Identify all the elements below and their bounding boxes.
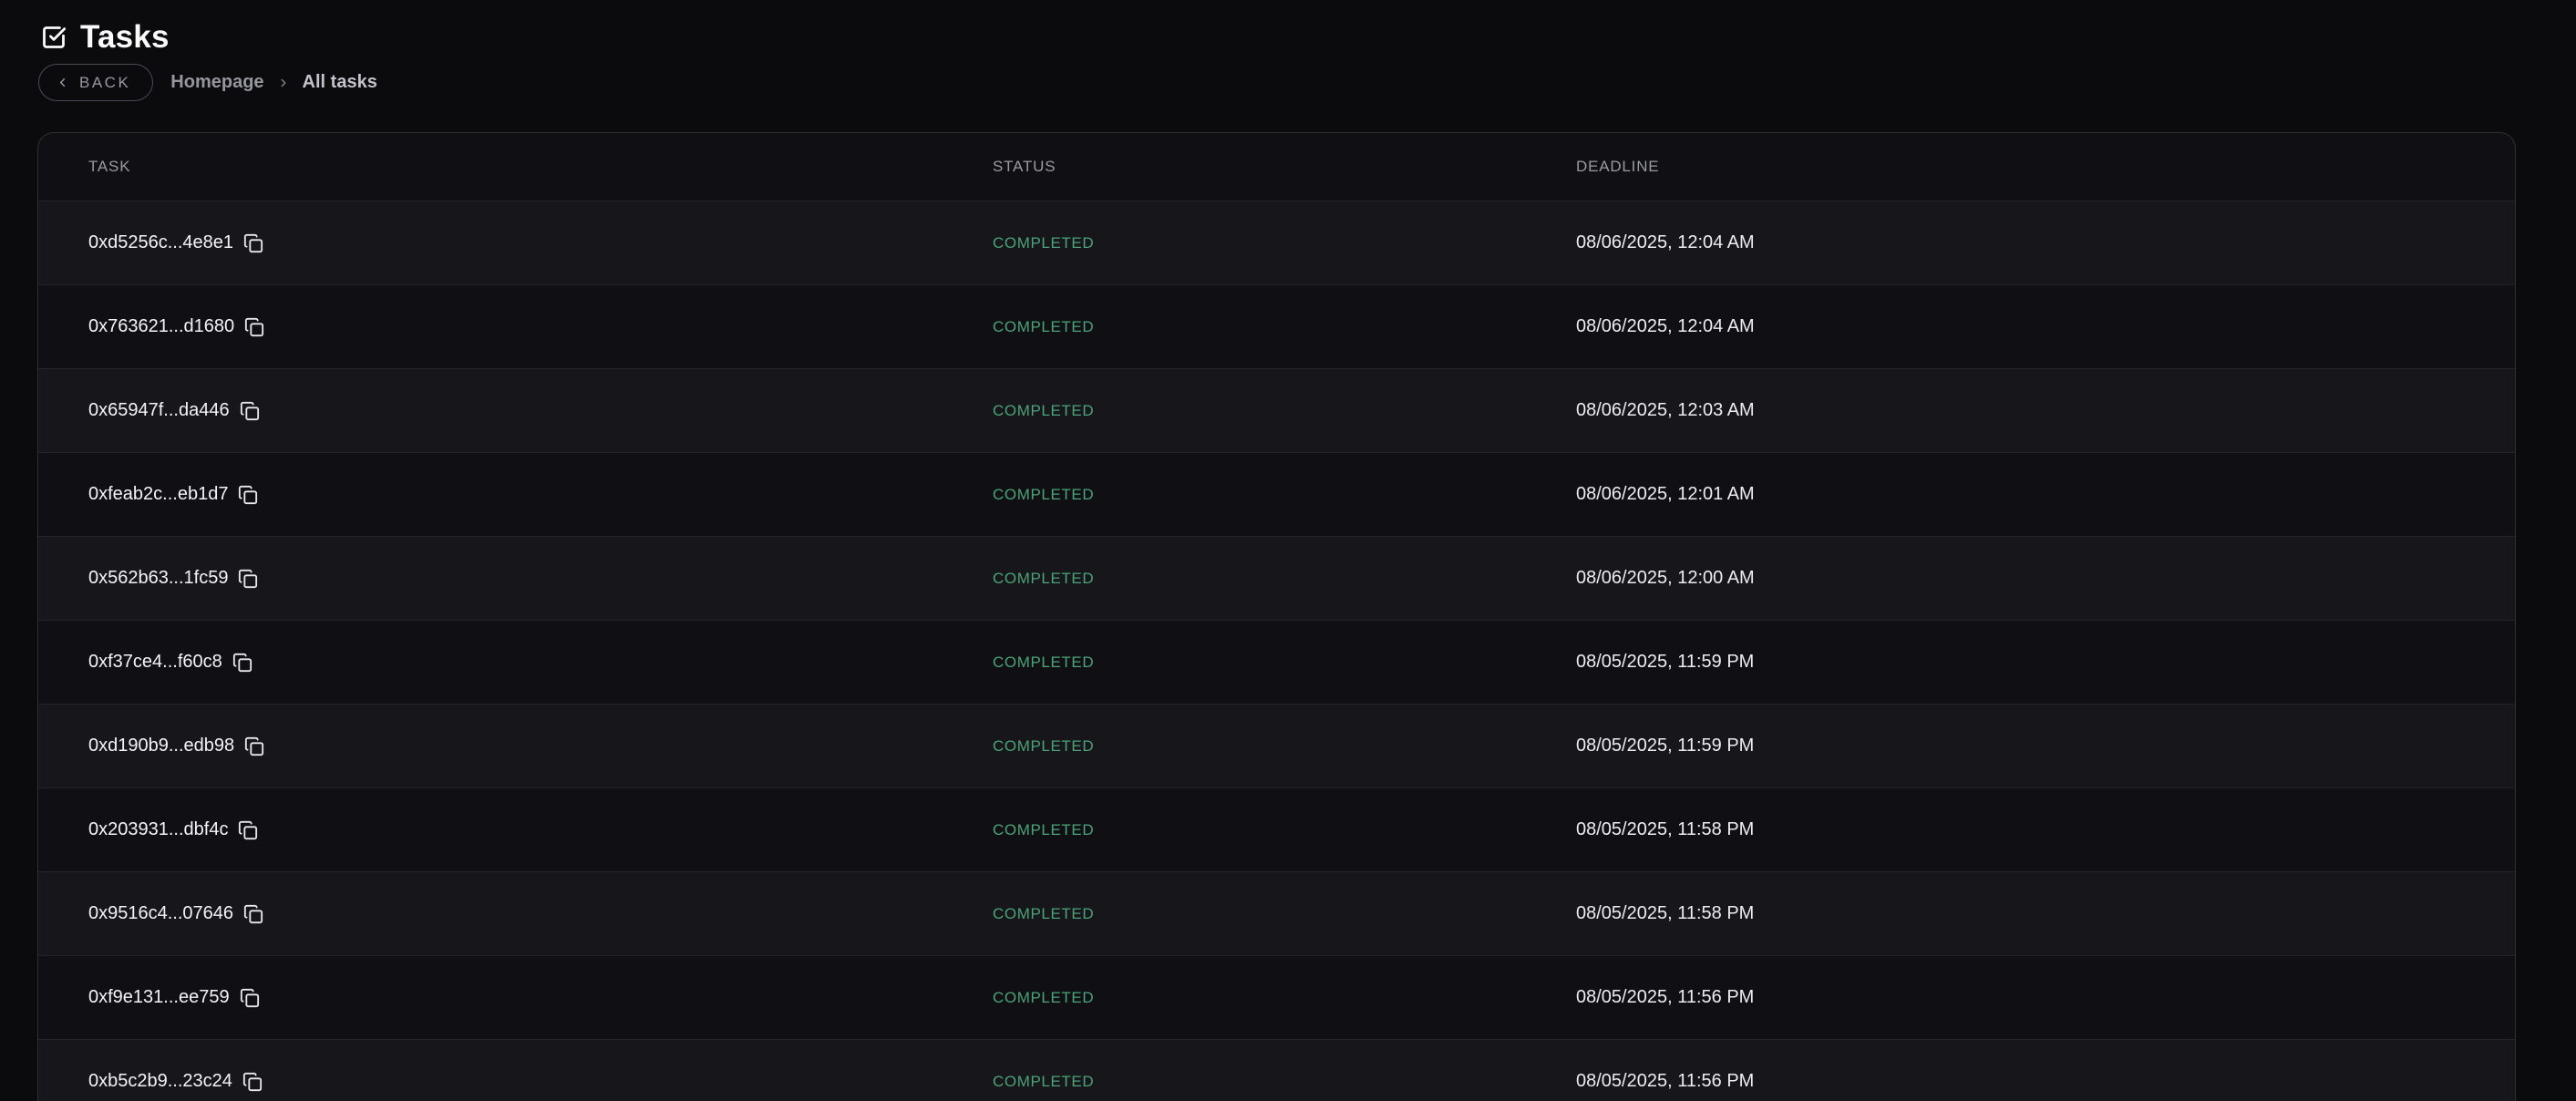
page-header: Tasks	[41, 19, 170, 56]
copy-button[interactable]	[238, 485, 258, 505]
copy-icon	[244, 736, 264, 756]
deadline-text: 08/05/2025, 11:59 PM	[1576, 652, 1755, 672]
table-header: TASK STATUS DEADLINE	[38, 133, 2515, 201]
deadline-text: 08/06/2025, 12:03 AM	[1576, 400, 1755, 420]
chevron-right-icon	[277, 77, 290, 89]
copy-icon	[243, 904, 263, 924]
task-id: 0xfeab2c...eb1d7	[88, 484, 229, 504]
task-id: 0xf9e131...ee759	[88, 987, 230, 1007]
task-id: 0x763621...d1680	[88, 316, 235, 336]
task-id: 0xf37ce4...f60c8	[88, 652, 222, 672]
copy-button[interactable]	[243, 904, 263, 924]
square-check-icon	[41, 25, 67, 50]
copy-button[interactable]	[238, 820, 258, 840]
breadcrumb-homepage[interactable]: Homepage	[170, 72, 264, 92]
navigation-bar: BACK Homepage All tasks	[38, 64, 377, 101]
copy-button[interactable]	[242, 1072, 263, 1092]
table-body: 0xd5256c...4e8e1 COMPLETED 08/06/2025, 1…	[38, 201, 2515, 1101]
table-row[interactable]: 0xd5256c...4e8e1 COMPLETED 08/06/2025, 1…	[38, 201, 2515, 284]
tasks-table-card: TASK STATUS DEADLINE 0xd5256c...4e8e1 CO…	[37, 132, 2516, 1101]
copy-icon	[232, 653, 252, 673]
status-badge: COMPLETED	[993, 820, 1095, 839]
breadcrumb-all-tasks: All tasks	[302, 72, 377, 92]
table-row[interactable]: 0xf37ce4...f60c8 COMPLETED 08/05/2025, 1…	[38, 620, 2515, 704]
deadline-text: 08/06/2025, 12:04 AM	[1576, 232, 1755, 252]
task-id: 0xb5c2b9...23c24	[88, 1071, 232, 1091]
table-row[interactable]: 0xfeab2c...eb1d7 COMPLETED 08/06/2025, 1…	[38, 452, 2515, 536]
deadline-text: 08/06/2025, 12:00 AM	[1576, 568, 1755, 588]
deadline-text: 08/05/2025, 11:58 PM	[1576, 903, 1755, 923]
column-header-deadline: DEADLINE	[1576, 158, 1660, 175]
status-badge: COMPLETED	[993, 736, 1095, 755]
copy-button[interactable]	[232, 653, 252, 673]
copy-button[interactable]	[244, 736, 264, 756]
copy-icon	[240, 988, 260, 1008]
copy-icon	[242, 1072, 263, 1092]
deadline-text: 08/05/2025, 11:56 PM	[1576, 1071, 1755, 1091]
status-badge: COMPLETED	[993, 485, 1095, 503]
table-row[interactable]: 0x203931...dbf4c COMPLETED 08/05/2025, 1…	[38, 787, 2515, 871]
status-badge: COMPLETED	[993, 317, 1095, 335]
copy-icon	[238, 820, 258, 840]
copy-button[interactable]	[244, 317, 264, 337]
status-badge: COMPLETED	[993, 904, 1095, 922]
status-badge: COMPLETED	[993, 233, 1095, 252]
status-badge: COMPLETED	[993, 1072, 1095, 1090]
deadline-text: 08/06/2025, 12:01 AM	[1576, 484, 1755, 504]
deadline-text: 08/05/2025, 11:59 PM	[1576, 736, 1755, 756]
copy-button[interactable]	[240, 988, 260, 1008]
copy-button[interactable]	[238, 569, 258, 589]
page-title: Tasks	[80, 19, 170, 55]
task-id: 0x203931...dbf4c	[88, 819, 229, 839]
copy-icon	[238, 569, 258, 589]
status-badge: COMPLETED	[993, 653, 1095, 671]
copy-icon	[243, 233, 263, 253]
copy-icon	[238, 485, 258, 505]
copy-button[interactable]	[240, 401, 260, 421]
column-header-task: TASK	[88, 158, 131, 175]
copy-icon	[240, 401, 260, 421]
back-button[interactable]: BACK	[38, 64, 154, 101]
table-row[interactable]: 0x763621...d1680 COMPLETED 08/06/2025, 1…	[38, 284, 2515, 368]
status-badge: COMPLETED	[993, 569, 1095, 587]
breadcrumb: Homepage All tasks	[170, 72, 377, 93]
table-row[interactable]: 0xd190b9...edb98 COMPLETED 08/05/2025, 1…	[38, 704, 2515, 787]
table-row[interactable]: 0xf9e131...ee759 COMPLETED 08/05/2025, 1…	[38, 955, 2515, 1039]
task-id: 0xd5256c...4e8e1	[88, 232, 234, 252]
back-button-label: BACK	[79, 73, 131, 91]
table-row[interactable]: 0x562b63...1fc59 COMPLETED 08/06/2025, 1…	[38, 536, 2515, 620]
table-row[interactable]: 0x9516c4...07646 COMPLETED 08/05/2025, 1…	[38, 871, 2515, 955]
deadline-text: 08/06/2025, 12:04 AM	[1576, 316, 1755, 336]
deadline-text: 08/05/2025, 11:58 PM	[1576, 819, 1755, 839]
task-id: 0x65947f...da446	[88, 400, 230, 420]
task-id: 0xd190b9...edb98	[88, 736, 235, 756]
deadline-text: 08/05/2025, 11:56 PM	[1576, 987, 1755, 1007]
copy-icon	[244, 317, 264, 337]
status-badge: COMPLETED	[993, 401, 1095, 419]
task-id: 0x562b63...1fc59	[88, 568, 229, 588]
copy-button[interactable]	[243, 233, 263, 253]
task-id: 0x9516c4...07646	[88, 903, 234, 923]
column-header-status: STATUS	[993, 158, 1056, 175]
table-row[interactable]: 0xb5c2b9...23c24 COMPLETED 08/05/2025, 1…	[38, 1039, 2515, 1101]
table-row[interactable]: 0x65947f...da446 COMPLETED 08/06/2025, 1…	[38, 368, 2515, 452]
status-badge: COMPLETED	[993, 988, 1095, 1006]
chevron-left-icon	[56, 76, 69, 89]
